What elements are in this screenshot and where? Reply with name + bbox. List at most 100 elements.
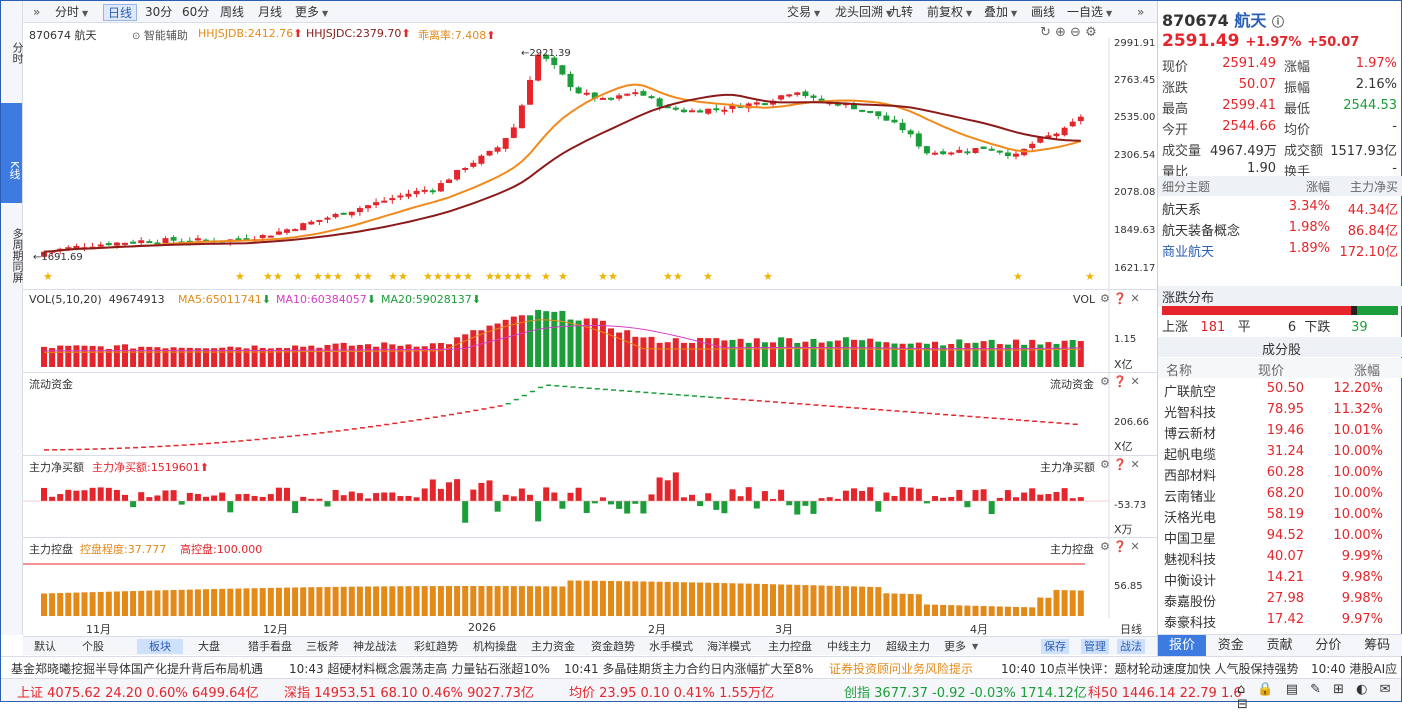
bottom-tab[interactable]: 板块	[137, 639, 183, 654]
bottom-tab[interactable]: 更多	[944, 640, 966, 653]
netbuy-bar	[178, 501, 185, 505]
tab-chips[interactable]: 筹码	[1364, 638, 1391, 653]
netbuy-bar	[680, 497, 687, 501]
control-bar	[405, 586, 412, 616]
info-icon[interactable]: ⓘ	[1271, 15, 1284, 29]
list-item[interactable]: 西部材料 60.28 10.00%	[1158, 465, 1402, 486]
draw-button[interactable]: 画线	[1031, 5, 1056, 19]
fenshi-button[interactable]: 分时	[11, 42, 24, 64]
gear-icon[interactable]: ⚙ ❓ ✕	[1100, 540, 1140, 553]
netbuy-bar	[923, 501, 930, 504]
smart-assist[interactable]: ⊙ 智能辅助	[132, 29, 188, 42]
gear-icon[interactable]: ⚙ ❓ ✕	[1100, 375, 1140, 388]
tab-weekly[interactable]: 周线	[220, 5, 245, 19]
manage-button[interactable]: 管理	[1081, 639, 1109, 654]
index-item[interactable]: 深指 14953.51 68.10 0.46% 9027.73亿	[284, 682, 534, 701]
tab-monthly[interactable]: 月线	[258, 5, 283, 19]
volume-bar	[794, 342, 801, 367]
bottom-tab[interactable]: 猎手看盘	[248, 640, 292, 653]
star-icon: ★	[443, 270, 453, 283]
leader-review-button[interactable]: 龙头回溯 ▼	[835, 5, 893, 19]
volume-bar	[462, 334, 469, 367]
theme-name[interactable]: 航天系	[1162, 203, 1202, 218]
list-item[interactable]: 泰嘉股份 27.98 9.98%	[1158, 591, 1402, 612]
list-item[interactable]: 光智科技 78.95 11.32%	[1158, 402, 1402, 423]
bottom-tab[interactable]: 三板斧	[306, 640, 339, 653]
tab-contrib[interactable]: 贡献	[1266, 638, 1293, 653]
list-item[interactable]: 中国卫星 94.52 10.00%	[1158, 528, 1402, 549]
bottom-tab[interactable]: 主力资金	[531, 640, 575, 653]
bottom-tab[interactable]: 彩虹趋势	[414, 640, 458, 653]
tab-more[interactable]: 更多 ▼	[295, 5, 329, 19]
index-item[interactable]: 创指 3677.37 -0.92 -0.03% 1714.12亿	[844, 682, 1087, 701]
list-item[interactable]: 沃格光电 58.19 10.00%	[1158, 507, 1402, 528]
list-item[interactable]: 博云新材 19.46 10.01%	[1158, 423, 1402, 444]
overlay-button[interactable]: 叠加 ▼	[984, 5, 1018, 19]
list-item[interactable]: 云南锗业 68.20 10.00%	[1158, 486, 1402, 507]
volume-bar	[97, 346, 104, 367]
ma-line-short	[43, 83, 1082, 253]
tab-fenshi[interactable]: 分时 ▼	[55, 5, 89, 19]
kline-button[interactable]: K线	[1, 103, 22, 203]
panel-tools[interactable]: ↻ ⊕ ⊖ ⚙	[1040, 25, 1097, 40]
ticker-item[interactable]: 10:43 超硬材料概念震荡走高 力量钻石涨超10%	[289, 662, 550, 676]
ticker-item[interactable]: 10:40 10点半快评：题材轮动速度加快 人气股保持强势	[1001, 662, 1299, 676]
netbuy-bar	[988, 501, 995, 515]
index-bar: 上证 4075.62 24.20 0.60% 6499.64亿 深指 14953.…	[1, 678, 1401, 712]
bottom-tab[interactable]: 海洋模式	[707, 640, 751, 653]
bottom-tab[interactable]: 中线主力	[827, 640, 871, 653]
list-item[interactable]: 中衡设计 14.21 9.98%	[1158, 570, 1402, 591]
index-item[interactable]: 上证 4075.62 24.20 0.60% 6499.64亿	[17, 682, 259, 701]
expand-right-icon[interactable]: »	[1137, 5, 1145, 19]
bottom-tab[interactable]: 大盘	[198, 640, 220, 653]
ticker-item[interactable]: 10:40 港股AI应	[1311, 662, 1398, 676]
netbuy-bar	[697, 501, 704, 507]
index-change: 68.10	[380, 686, 418, 701]
bottom-tab[interactable]: 主力控盘	[768, 640, 812, 653]
candle-body	[875, 111, 882, 117]
bottom-tab[interactable]: 机构操盘	[473, 640, 517, 653]
netbuy-bar	[899, 487, 906, 501]
gear-icon[interactable]: ⚙ ❓ ✕	[1100, 292, 1140, 305]
candle-body	[73, 245, 80, 249]
tab-daily[interactable]: 日线	[103, 4, 138, 21]
netbuy-bar	[567, 492, 574, 501]
ticker-item[interactable]: 基金郑晓曦挖掘半导体国产化提升背后布局机遇	[11, 662, 264, 676]
tab-pricedist[interactable]: 分价	[1315, 638, 1342, 653]
comp-pct: 10.00%	[1333, 528, 1383, 543]
control-bar	[842, 586, 849, 616]
save-button[interactable]: 保存	[1041, 639, 1069, 654]
collapse-left-icon[interactable]: »	[33, 5, 41, 19]
theme-name[interactable]: 商业航天	[1162, 245, 1215, 260]
watchlist-button[interactable]: 一自选 ▼	[1067, 5, 1113, 19]
gear-icon[interactable]: ⚙ ❓ ✕	[1100, 458, 1140, 471]
bottom-tab[interactable]: 资金趋势	[591, 640, 635, 653]
tab-funds[interactable]: 资金	[1217, 638, 1244, 653]
status-icons[interactable]: ⌂ 🔒 ▤ ✎ ⊞ ◐ ✉ ⊟	[1237, 682, 1395, 712]
list-item[interactable]: 泰豪科技 17.42 9.97%	[1158, 612, 1402, 633]
strategy-button[interactable]: 战法	[1117, 639, 1145, 654]
ticker-item[interactable]: 证券投资顾问业务风险提示	[829, 662, 974, 676]
list-item[interactable]: 起帆电缆 31.24 10.00%	[1158, 444, 1402, 465]
bottom-tab[interactable]: 个股	[82, 640, 104, 653]
index-item[interactable]: 科50 1446.14 22.79 1.6	[1088, 682, 1242, 701]
list-item[interactable]: 广联航空 50.50 12.20%	[1158, 381, 1402, 402]
nine-turn-button[interactable]: 九转	[889, 5, 914, 19]
bottom-tab[interactable]: 水手模式	[649, 640, 693, 653]
tab-quote[interactable]: 报价	[1158, 635, 1206, 657]
candle-body	[680, 109, 687, 113]
dropdown-icon: ▼	[972, 642, 979, 651]
ticker-item[interactable]: 10:41 多晶硅期货主力合约日内涨幅扩大至8%	[564, 662, 814, 676]
list-item[interactable]: 魅视科技 40.07 9.99%	[1158, 549, 1402, 570]
multi-period-button[interactable]: 多周期同屏	[11, 227, 24, 283]
bottom-tab[interactable]: 神龙战法	[353, 640, 397, 653]
trade-button[interactable]: 交易 ▼	[787, 5, 821, 19]
tab-60min[interactable]: 60分	[182, 5, 210, 19]
volume-bar	[57, 345, 64, 367]
index-item[interactable]: 均价 23.95 0.10 0.41% 1.55万亿	[569, 682, 774, 701]
tab-30min[interactable]: 30分	[145, 5, 173, 19]
bottom-tab[interactable]: 默认	[34, 640, 56, 653]
adjust-button[interactable]: 前复权 ▼	[927, 5, 973, 19]
bottom-tab[interactable]: 超级主力	[886, 640, 930, 653]
theme-name[interactable]: 航天装备概念	[1162, 224, 1241, 239]
